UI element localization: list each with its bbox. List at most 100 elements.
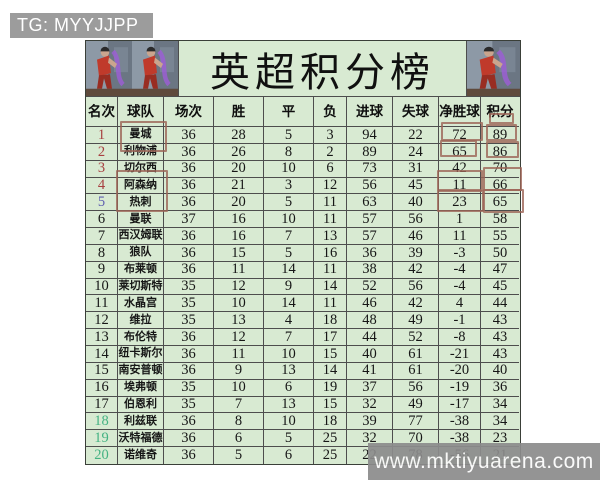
stat-cell: 36 [164, 362, 214, 380]
stat-cell: 1 [439, 211, 481, 229]
stat-cell: 48 [347, 312, 393, 330]
stat-cell: 16 [214, 211, 264, 229]
stat-cell: 46 [393, 228, 439, 245]
column-header: 球队 [118, 97, 164, 127]
stat-cell: 10 [264, 211, 314, 229]
stat-cell: 11 [439, 177, 481, 195]
stat-cell: 6 [264, 379, 314, 397]
stat-cell: 86 [481, 144, 519, 161]
team-cell: 利物浦 [118, 143, 164, 161]
stat-cell: 42 [393, 295, 439, 313]
stat-cell: 11 [214, 345, 264, 363]
stat-cell: 34 [481, 413, 519, 431]
stat-cell: 49 [393, 396, 439, 414]
rank-cell: 14 [86, 345, 118, 363]
table-tennis-player-icon [467, 41, 520, 96]
stat-cell: 89 [481, 127, 519, 144]
stat-cell: 56 [393, 278, 439, 296]
stat-cell: 39 [393, 244, 439, 262]
stat-cell: 13 [264, 396, 314, 414]
stat-cell: 63 [347, 194, 393, 212]
standings-grid: 名次 球队 场次胜平负进球 失球 净胜球 积分 1 曼城 36 28 5 3 94 22 72 89 2 利物浦 3… [86, 97, 520, 464]
stat-cell: 35 [164, 278, 214, 296]
stat-cell: 7 [264, 228, 314, 245]
team-cell: 狼队 [118, 244, 164, 262]
stat-cell: 15 [314, 345, 347, 363]
team-cell: 曼联 [118, 211, 164, 229]
stat-cell: 36 [164, 413, 214, 431]
stat-cell: 9 [264, 278, 314, 296]
stat-cell: -4 [439, 261, 481, 279]
stat-cell: 16 [214, 228, 264, 245]
stat-cell: -38 [439, 413, 481, 431]
stat-cell: 37 [347, 379, 393, 397]
stat-cell: 23 [439, 194, 481, 212]
rank-cell: 15 [86, 362, 118, 380]
stat-cell: 45 [481, 279, 519, 296]
stat-cell: 4 [264, 312, 314, 330]
stat-cell: 24 [393, 143, 439, 161]
stat-cell: 36 [164, 127, 214, 144]
stat-cell: 35 [164, 312, 214, 330]
stat-cell: 89 [347, 143, 393, 161]
column-header: 积分 [481, 97, 519, 127]
stat-cell: 34 [481, 397, 519, 414]
stat-cell: 61 [393, 345, 439, 363]
stat-cell: 40 [347, 345, 393, 363]
stat-cell: 28 [214, 127, 264, 144]
decorative-sports-image-left [86, 41, 179, 96]
stat-cell: 2 [314, 143, 347, 161]
column-header: 进球 [347, 97, 393, 127]
stat-cell: -20 [439, 362, 481, 380]
stat-cell: 8 [214, 413, 264, 431]
decorative-sports-image-right [466, 41, 520, 96]
stat-cell: -17 [439, 396, 481, 414]
stat-cell: 6 [314, 160, 347, 178]
stat-cell: 25 [314, 447, 347, 464]
rank-cell: 10 [86, 278, 118, 296]
stat-cell: 5 [264, 244, 314, 262]
stat-cell: 14 [264, 261, 314, 279]
stat-cell: 61 [393, 362, 439, 380]
stat-cell: 56 [347, 177, 393, 195]
column-header: 净胜球 [439, 97, 481, 127]
stat-cell: 36 [164, 345, 214, 363]
team-cell: 布伦特 [118, 329, 164, 346]
stat-cell: 10 [214, 295, 264, 313]
team-cell: 诺维奇 [118, 447, 164, 464]
stat-cell: 19 [314, 379, 347, 397]
stat-cell: 43 [481, 312, 519, 330]
stat-cell: 36 [164, 143, 214, 161]
stat-cell: 5 [264, 430, 314, 448]
table-tennis-player-icon [86, 41, 132, 96]
stat-cell: -8 [439, 329, 481, 346]
team-cell: 伯恩利 [118, 396, 164, 414]
stat-cell: 7 [264, 329, 314, 346]
stat-cell: 14 [264, 295, 314, 313]
stat-cell: 25 [314, 430, 347, 448]
stat-cell: 52 [393, 329, 439, 346]
stat-cell: 18 [314, 312, 347, 330]
stat-cell: 6 [214, 430, 264, 448]
team-cell: 曼城 [118, 127, 164, 144]
team-cell: 水晶宫 [118, 295, 164, 313]
stat-cell: 11 [314, 261, 347, 279]
stat-cell: 44 [481, 295, 519, 313]
rank-cell: 13 [86, 329, 118, 346]
rank-cell: 16 [86, 379, 118, 397]
stat-cell: 47 [481, 262, 519, 279]
rank-cell: 8 [86, 244, 118, 262]
stat-cell: -3 [439, 244, 481, 262]
team-cell: 南安普顿 [118, 362, 164, 380]
stat-cell: 13 [214, 312, 264, 330]
team-cell: 纽卡斯尔 [118, 345, 164, 363]
stat-cell: 32 [347, 396, 393, 414]
team-cell: 热刺 [118, 194, 164, 212]
stat-cell: 46 [347, 295, 393, 313]
stat-cell: 20 [214, 194, 264, 212]
stat-cell: 40 [481, 363, 519, 380]
stat-cell: 55 [481, 228, 519, 245]
stat-cell: 57 [347, 211, 393, 229]
stat-cell: 58 [481, 211, 519, 229]
stat-cell: 36 [164, 177, 214, 195]
